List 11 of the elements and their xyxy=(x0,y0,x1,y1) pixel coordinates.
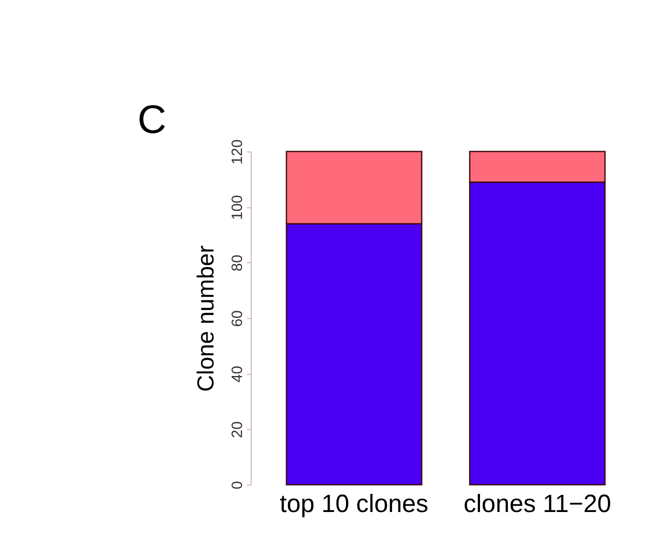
x-tick-label: clones 11−20 xyxy=(464,490,612,518)
y-tick-label: 20 xyxy=(229,421,246,438)
y-tick-label: 80 xyxy=(229,254,246,272)
y-tick-label: 0 xyxy=(229,481,246,490)
x-tick-label: top 10 clones xyxy=(280,490,428,518)
y-axis-title: Clone number xyxy=(192,245,219,392)
text: C xyxy=(137,98,166,142)
y-tick-label: 100 xyxy=(229,194,246,220)
y-tick-label: 40 xyxy=(229,366,246,382)
y-tick-label: 120 xyxy=(229,139,246,164)
y-tick-label: 60 xyxy=(229,310,246,327)
